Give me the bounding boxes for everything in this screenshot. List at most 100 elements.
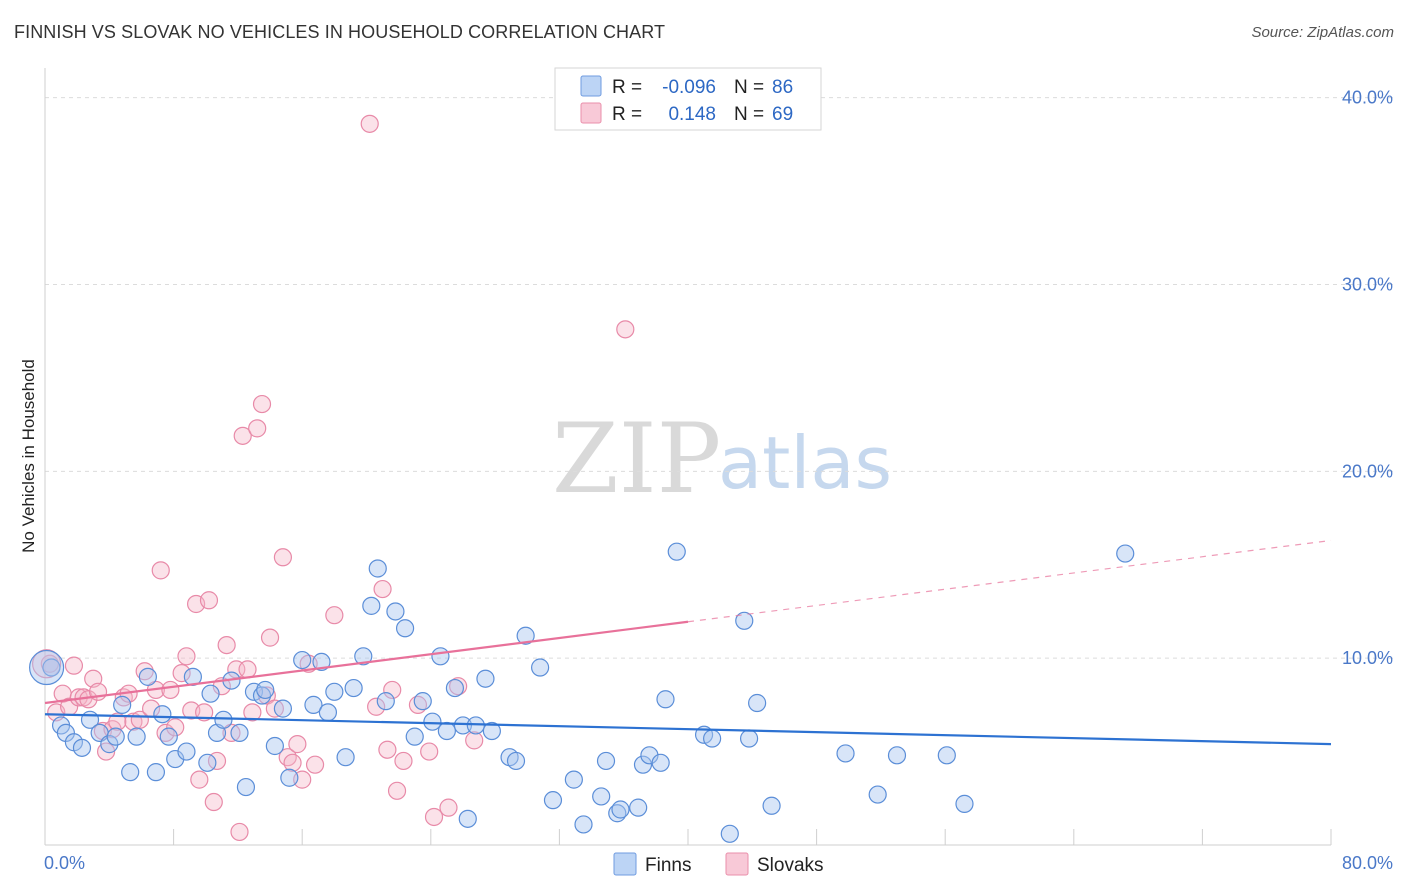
y-tick-label: 30.0%: [1342, 275, 1393, 295]
finns-trend-line: [44, 713, 1332, 746]
slovaks-point: [439, 798, 458, 817]
finns-point: [516, 626, 535, 645]
slovaks-trend-line-extension: [687, 539, 1332, 623]
finns-point: [368, 559, 387, 578]
finns-point: [386, 602, 405, 621]
finns-point: [651, 753, 670, 772]
watermark-atlas: atlas: [718, 421, 892, 505]
finns-point: [376, 692, 395, 711]
finns-point: [256, 680, 275, 700]
slovaks-point: [238, 660, 257, 679]
finns-point: [955, 794, 974, 813]
finns-point-large: [29, 649, 65, 686]
finns-point: [413, 692, 432, 711]
slovaks-point: [177, 647, 196, 666]
finns-point: [127, 727, 146, 746]
finns-point: [458, 809, 477, 828]
x-tick-label-min: 0.0%: [44, 853, 85, 873]
finns-point: [177, 742, 196, 761]
slovaks-point-large: [32, 649, 62, 679]
finns-point: [445, 678, 465, 698]
slovaks-point: [190, 770, 209, 789]
slovaks-point: [360, 114, 379, 133]
slovaks-point: [243, 703, 262, 722]
finns-point: [354, 647, 373, 666]
slovaks-point: [278, 748, 297, 767]
slovaks-point: [166, 718, 185, 737]
finns-point: [611, 800, 630, 819]
slovaks-point: [64, 656, 84, 675]
finns-point: [325, 682, 344, 701]
finns-point: [304, 695, 323, 714]
finns-point: [423, 712, 442, 731]
finns-point: [395, 619, 415, 638]
finns-point: [703, 729, 722, 748]
finns-point: [506, 751, 526, 771]
finns-point: [273, 699, 293, 718]
legend-slovaks-n-value: 69: [772, 104, 793, 125]
legend-slovaks-r-label: R =: [612, 104, 642, 125]
slovaks-point: [151, 561, 170, 580]
finns-point: [362, 596, 381, 615]
finns-point: [667, 542, 686, 561]
finns-point: [153, 705, 172, 724]
y-tick-label: 40.0%: [1342, 88, 1393, 108]
finns-point: [146, 763, 166, 782]
finns-point: [312, 652, 331, 672]
legend-finns-r-value: -0.096: [662, 77, 716, 98]
bottom-legend-swatch-finns: [613, 852, 637, 876]
finns-point: [431, 647, 450, 666]
finns-point: [633, 755, 653, 774]
slovaks-point: [325, 606, 344, 625]
finns-point: [121, 763, 140, 782]
slovaks-point: [449, 677, 468, 696]
slovaks-point: [108, 712, 127, 731]
finns-point: [265, 736, 284, 756]
slovaks-point: [273, 548, 293, 567]
finns-point: [629, 798, 648, 817]
slovaks-point: [283, 753, 302, 772]
finns-point: [656, 690, 675, 709]
slovaks-point: [420, 742, 439, 761]
finns-point: [748, 693, 767, 713]
grid-lines: [45, 97, 1393, 659]
finns-point: [453, 716, 473, 735]
y-tick-labels: 10.0% 20.0% 30.0% 40.0%: [1342, 88, 1393, 668]
finns-point: [437, 721, 456, 741]
slovaks-point: [394, 751, 413, 771]
slovaks-point: [252, 394, 272, 414]
finns-point: [72, 738, 92, 757]
finns-point: [405, 727, 424, 746]
slovaks-point: [383, 680, 402, 700]
slovaks-point: [233, 426, 252, 445]
slovaks-point: [161, 680, 180, 700]
slovaks-point: [288, 735, 307, 754]
chart-title: FINNISH VS SLOVAK NO VEHICLES IN HOUSEHO…: [14, 22, 666, 42]
finns-point: [159, 727, 178, 746]
finns-point: [113, 695, 132, 714]
finns-point: [100, 735, 119, 754]
finns-point: [198, 753, 217, 772]
finns-point: [937, 746, 956, 765]
slovaks-point: [378, 740, 397, 759]
x-tick-label-max: 80.0%: [1342, 853, 1393, 873]
slovaks-point: [172, 664, 191, 683]
finns-point: [735, 611, 754, 630]
legend-slovaks-n-label: N =: [734, 104, 764, 125]
finns-point: [720, 824, 739, 843]
finns-point: [318, 703, 338, 722]
finns-point: [344, 678, 363, 698]
y-axis-label: No Vehicles in Household: [19, 359, 38, 553]
finns-point: [564, 770, 583, 789]
finns-point: [138, 667, 157, 686]
finns-point: [1116, 544, 1135, 563]
finns-point: [739, 729, 759, 748]
x-ticks: [44, 829, 1332, 845]
bottom-legend-slovaks: Slovaks: [757, 855, 824, 876]
slovaks-point: [305, 755, 325, 774]
slovaks-point: [204, 792, 223, 812]
finns-point: [887, 746, 907, 765]
bottom-legend-finns: Finns: [645, 855, 691, 876]
finns-point: [106, 727, 125, 746]
legend-finns-n-value: 86: [772, 77, 793, 98]
